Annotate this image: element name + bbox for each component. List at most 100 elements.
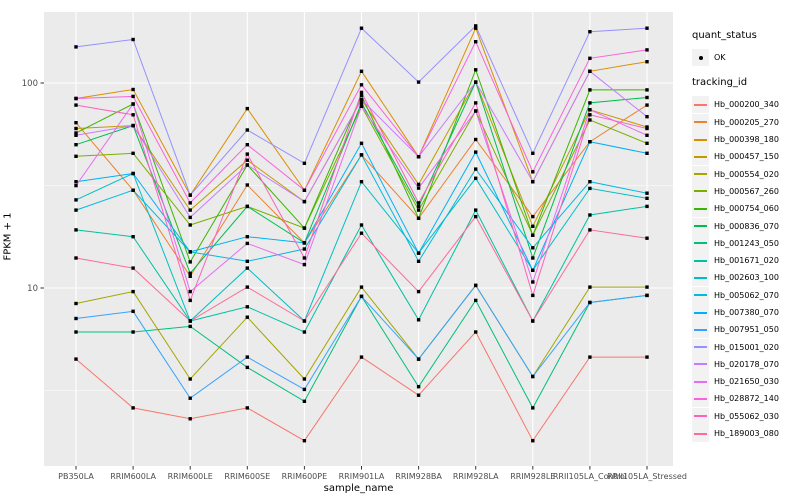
data-point — [588, 56, 592, 60]
data-point — [645, 126, 649, 131]
legend-title-quant-status: quant_status — [692, 30, 757, 41]
data-point — [474, 283, 478, 288]
data-point — [131, 309, 135, 313]
data-point — [302, 319, 307, 323]
data-point — [245, 235, 249, 239]
data-point — [416, 80, 421, 84]
data-point — [645, 293, 649, 298]
series-key-box — [692, 252, 709, 270]
data-point — [359, 355, 364, 359]
data-point — [645, 60, 649, 64]
legend-item-label: Hb_000754_060 — [714, 204, 779, 214]
data-point — [245, 204, 249, 209]
data-point — [588, 101, 592, 105]
series-line-icon — [694, 155, 707, 158]
data-point — [302, 439, 307, 443]
legend-item-Hb_000567_260: Hb_000567_260 — [692, 182, 798, 200]
data-point — [188, 289, 192, 294]
legend-item-label: Hb_000200_340 — [714, 100, 779, 110]
series-line-icon — [694, 121, 707, 124]
series-line-icon — [694, 138, 707, 141]
data-point — [245, 163, 249, 167]
data-point — [645, 133, 649, 137]
series-line-icon — [694, 207, 707, 210]
data-point — [531, 439, 535, 443]
data-point — [245, 285, 249, 289]
data-point — [588, 88, 592, 92]
data-point — [131, 123, 135, 128]
data-point — [131, 151, 135, 155]
data-point — [131, 289, 135, 294]
legend-item-label: Hb_000457_150 — [714, 152, 779, 162]
data-point — [359, 141, 364, 145]
x-axis-title: sample_name — [323, 483, 394, 494]
legend-item-label: Hb_028872_140 — [714, 394, 779, 404]
data-point — [645, 115, 649, 119]
data-point — [645, 196, 649, 200]
ok-key-box — [692, 49, 709, 67]
data-point — [416, 393, 421, 397]
data-point — [188, 298, 192, 303]
data-point — [588, 118, 592, 122]
series-key-box — [692, 148, 709, 166]
x-tick-label: RRIM600PE — [282, 472, 328, 481]
legend-item-Hb_021650_030: Hb_021650_030 — [692, 373, 798, 391]
series-key-box — [692, 373, 709, 391]
data-point — [474, 24, 478, 28]
data-point — [645, 88, 649, 92]
data-point — [188, 223, 192, 227]
data-point — [588, 186, 592, 191]
series-key-box — [692, 217, 709, 235]
data-point — [245, 106, 249, 111]
data-point — [302, 188, 307, 192]
data-point — [302, 226, 307, 230]
series-line-icon — [694, 259, 707, 262]
data-point — [359, 294, 364, 299]
series-line-icon — [694, 276, 707, 279]
legend-item-Hb_015001_020: Hb_015001_020 — [692, 338, 798, 356]
data-point — [588, 300, 592, 305]
series-key-box — [692, 113, 709, 131]
data-point — [302, 330, 307, 334]
data-point — [359, 180, 364, 184]
data-point — [531, 151, 535, 155]
data-point — [416, 357, 421, 361]
x-tick-label: RRIM600LE — [168, 472, 213, 481]
legend-item-Hb_001671_020: Hb_001671_020 — [692, 252, 798, 270]
data-point — [302, 262, 307, 267]
data-point — [188, 319, 192, 323]
x-tick-label: RRII105LA_Stressed — [607, 472, 687, 481]
series-key-box — [692, 182, 709, 200]
data-point — [588, 140, 592, 144]
data-point — [188, 274, 192, 278]
data-point — [645, 141, 649, 145]
data-point — [359, 223, 364, 227]
series-line-icon — [694, 103, 707, 106]
data-point — [359, 285, 364, 289]
data-point — [474, 101, 478, 105]
data-point — [645, 151, 649, 155]
series-line-icon — [694, 225, 707, 228]
data-point — [588, 355, 592, 359]
data-point — [245, 143, 249, 147]
series-key-box — [692, 304, 709, 321]
data-point — [131, 406, 135, 410]
data-point — [474, 176, 478, 180]
data-point — [131, 94, 135, 99]
data-point — [245, 158, 249, 162]
data-point — [588, 213, 592, 217]
series-key-box — [692, 390, 709, 408]
data-point — [131, 235, 135, 239]
legend-item-Hb_000205_270: Hb_000205_270 — [692, 113, 798, 131]
data-point — [188, 215, 192, 220]
legend-item-label: Hb_000205_270 — [714, 117, 779, 127]
data-point — [245, 315, 249, 319]
legend-spacer — [692, 66, 798, 77]
data-point — [474, 68, 478, 72]
data-point — [645, 355, 649, 359]
data-point — [131, 87, 135, 92]
data-point — [531, 268, 535, 272]
data-point — [531, 214, 535, 219]
data-point — [245, 128, 249, 132]
